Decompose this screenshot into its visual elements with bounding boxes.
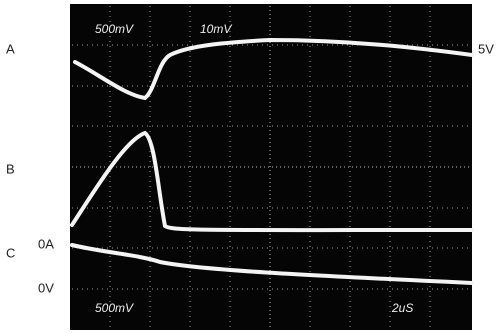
scope-figure: 500mV 10mV 500mV 2uS A B C 0A 0V 5V — [0, 0, 498, 333]
channel-label: B — [6, 161, 15, 176]
time-base-label: 2uS — [391, 301, 413, 315]
channel-label: C — [6, 245, 15, 260]
scope-scale-label: 500mV — [95, 22, 134, 36]
level-label: 0V — [38, 280, 54, 295]
scope-scale-label: 10mV — [200, 22, 232, 36]
channel-label: A — [6, 41, 15, 56]
scope-scale-label: 500mV — [95, 301, 134, 315]
level-label: 5V — [478, 41, 494, 56]
level-label: 0A — [38, 236, 54, 251]
